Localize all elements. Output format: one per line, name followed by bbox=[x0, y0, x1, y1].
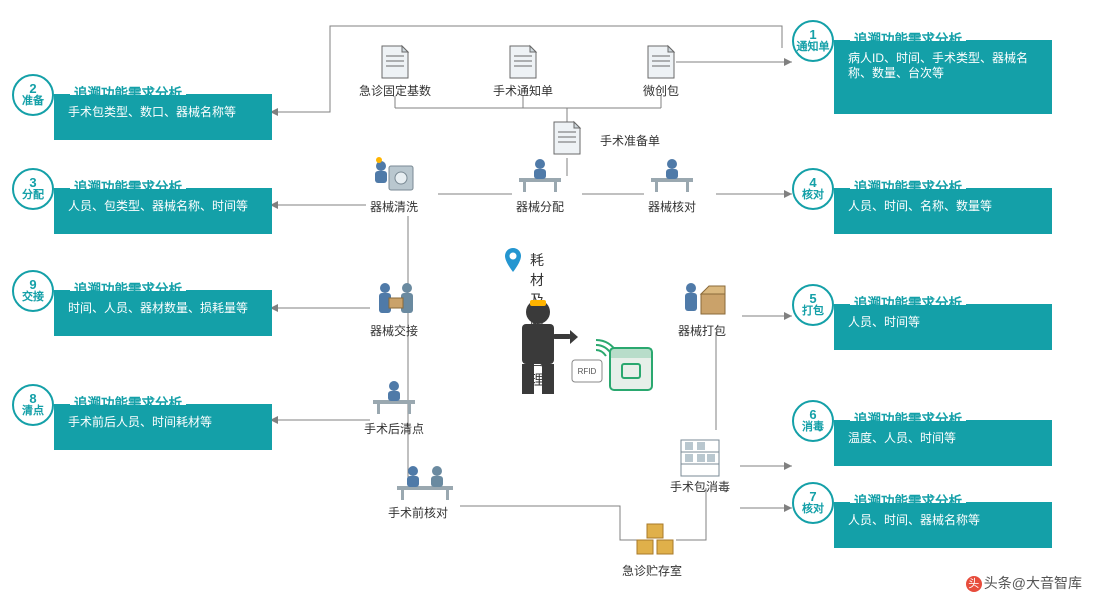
svg-text:RFID: RFID bbox=[578, 367, 597, 376]
step-badge: 2 准备 bbox=[12, 74, 54, 116]
process-p_postcnt bbox=[371, 378, 417, 421]
process-label-p_dispatch: 器械分配 bbox=[495, 198, 585, 215]
step-tag: 交接 bbox=[22, 291, 44, 304]
process-label-p_check: 器械核对 bbox=[627, 198, 717, 215]
process-label-p_precheck: 手术前核对 bbox=[373, 504, 463, 521]
info-box-4: 4 核对 追溯功能需求分析 人员、时间、名称、数量等 bbox=[792, 176, 1052, 234]
info-box-5: 5 打包 追溯功能需求分析 人员、时间等 bbox=[792, 292, 1052, 350]
step-number: 9 bbox=[29, 278, 36, 291]
info-box-body: 温度、人员、时间等 bbox=[834, 421, 1052, 466]
info-box-body: 病人ID、时间、手术类型、器械名称、数量、台次等 bbox=[834, 41, 1052, 114]
process-p_check bbox=[649, 156, 695, 199]
process-label-p_clean: 器械清洗 bbox=[349, 198, 439, 215]
document-d2 bbox=[508, 44, 538, 80]
central-illustration: RFID bbox=[498, 290, 658, 415]
process-label-p_pack: 器械打包 bbox=[657, 322, 747, 339]
process-p_dispatch bbox=[517, 156, 563, 199]
doc-label-d3: 微创包 bbox=[616, 82, 706, 99]
info-box-body: 人员、包类型、器械名称、时间等 bbox=[54, 189, 272, 234]
step-tag: 通知单 bbox=[797, 41, 830, 54]
step-tag: 准备 bbox=[22, 95, 44, 108]
info-box-9: 9 交接 追溯功能需求分析 时间、人员、器材数量、损耗量等 bbox=[12, 278, 272, 336]
step-number: 7 bbox=[809, 490, 816, 503]
step-tag: 核对 bbox=[802, 189, 824, 202]
step-badge: 3 分配 bbox=[12, 168, 54, 210]
step-number: 6 bbox=[809, 408, 816, 421]
step-number: 5 bbox=[809, 292, 816, 305]
two-people-icon bbox=[371, 280, 421, 322]
process-label-p_handover: 器械交接 bbox=[349, 322, 439, 339]
step-badge: 5 打包 bbox=[792, 284, 834, 326]
pin-icon bbox=[502, 246, 524, 274]
document-d1 bbox=[380, 44, 410, 80]
desk-two-icon bbox=[395, 462, 455, 502]
desk-icon bbox=[371, 378, 417, 416]
document-d4 bbox=[552, 120, 582, 156]
step-badge: 8 清点 bbox=[12, 384, 54, 426]
step-number: 8 bbox=[29, 392, 36, 405]
info-box-body: 手术包类型、数口、器械名称等 bbox=[54, 95, 272, 140]
step-tag: 分配 bbox=[22, 189, 44, 202]
info-box-body: 人员、时间、名称、数量等 bbox=[834, 189, 1052, 234]
stock-icon bbox=[629, 520, 681, 564]
step-badge: 6 消毒 bbox=[792, 400, 834, 442]
document-d3 bbox=[646, 44, 676, 80]
step-number: 1 bbox=[809, 28, 816, 41]
info-box-body: 人员、时间、器械名称等 bbox=[834, 503, 1052, 548]
process-label-p_stock: 急诊贮存室 bbox=[607, 562, 697, 579]
desk-icon bbox=[649, 156, 695, 194]
step-badge: 1 通知单 bbox=[792, 20, 834, 62]
info-box-1: 1 通知单 追溯功能需求分析 病人ID、时间、手术类型、器械名称、数量、台次等 bbox=[792, 28, 1052, 100]
info-box-body: 人员、时间等 bbox=[834, 305, 1052, 350]
info-box-6: 6 消毒 追溯功能需求分析 温度、人员、时间等 bbox=[792, 408, 1052, 466]
watermark-badge: 头 bbox=[966, 576, 982, 592]
info-box-body: 时间、人员、器材数量、损耗量等 bbox=[54, 291, 272, 336]
shelf-icon bbox=[677, 436, 723, 480]
wash-icon bbox=[371, 156, 417, 194]
step-tag: 核对 bbox=[802, 503, 824, 516]
doc-label-d2: 手术通知单 bbox=[478, 82, 568, 99]
step-badge: 4 核对 bbox=[792, 168, 834, 210]
process-p_clean bbox=[371, 156, 417, 199]
info-box-7: 7 核对 追溯功能需求分析 人员、时间、器械名称等 bbox=[792, 490, 1052, 548]
doc-label-d1: 急诊固定基数 bbox=[350, 82, 440, 99]
info-box-3: 3 分配 追溯功能需求分析 人员、包类型、器械名称、时间等 bbox=[12, 176, 272, 234]
box-person-icon bbox=[679, 280, 729, 320]
step-number: 2 bbox=[29, 82, 36, 95]
doc-label-d4: 手术准备单 bbox=[600, 132, 690, 149]
step-number: 4 bbox=[809, 176, 816, 189]
process-p_precheck bbox=[395, 462, 455, 507]
process-p_pack bbox=[679, 280, 729, 325]
step-badge: 9 交接 bbox=[12, 270, 54, 312]
step-tag: 清点 bbox=[22, 405, 44, 418]
step-tag: 打包 bbox=[802, 305, 824, 318]
info-box-2: 2 准备 追溯功能需求分析 手术包类型、数口、器械名称等 bbox=[12, 82, 272, 140]
desk-icon bbox=[517, 156, 563, 194]
info-box-8: 8 清点 追溯功能需求分析 手术前后人员、时间耗材等 bbox=[12, 392, 272, 450]
step-number: 3 bbox=[29, 176, 36, 189]
process-label-p_postcnt: 手术后清点 bbox=[349, 420, 439, 437]
watermark: 头头条@大音智库 bbox=[966, 573, 1082, 593]
info-box-body: 手术前后人员、时间耗材等 bbox=[54, 405, 272, 450]
step-badge: 7 核对 bbox=[792, 482, 834, 524]
step-tag: 消毒 bbox=[802, 421, 824, 434]
watermark-text: 头条@大音智库 bbox=[984, 575, 1082, 591]
process-p_handover bbox=[371, 280, 421, 327]
process-label-p_disinfect: 手术包消毒 bbox=[655, 478, 745, 495]
